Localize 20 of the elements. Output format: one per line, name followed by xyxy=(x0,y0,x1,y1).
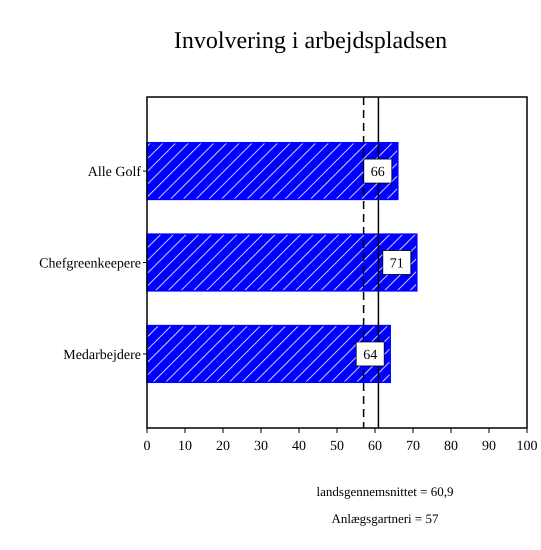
data-label: 64 xyxy=(363,348,378,363)
x-tick-label: 50 xyxy=(330,439,344,454)
data-label: 71 xyxy=(390,256,404,272)
x-tick-label: 70 xyxy=(406,439,420,454)
x-tick-label: 100 xyxy=(516,439,538,454)
x-tick-label: 60 xyxy=(368,439,382,454)
x-tick-label: 90 xyxy=(482,439,496,454)
text: Anlægsgartneri = 57 xyxy=(332,511,439,526)
x-tick-label: 40 xyxy=(292,439,306,454)
text: landsgennemsnittet = 60,9 xyxy=(316,484,454,499)
x-tick-label: 20 xyxy=(216,439,230,454)
chart-title: Involvering i arbejdspladsen xyxy=(174,28,448,54)
x-tick-label: 30 xyxy=(254,439,268,454)
y-tick-label: Alle Golf xyxy=(88,165,142,180)
y-tick-label: Medarbejdere xyxy=(63,348,141,363)
x-tick-label: 10 xyxy=(178,439,192,454)
y-tick-label: Chefgreenkeepere xyxy=(39,256,141,272)
data-label: 66 xyxy=(370,165,385,180)
x-tick-label: 0 xyxy=(144,439,150,454)
x-tick-label: 80 xyxy=(444,439,458,454)
